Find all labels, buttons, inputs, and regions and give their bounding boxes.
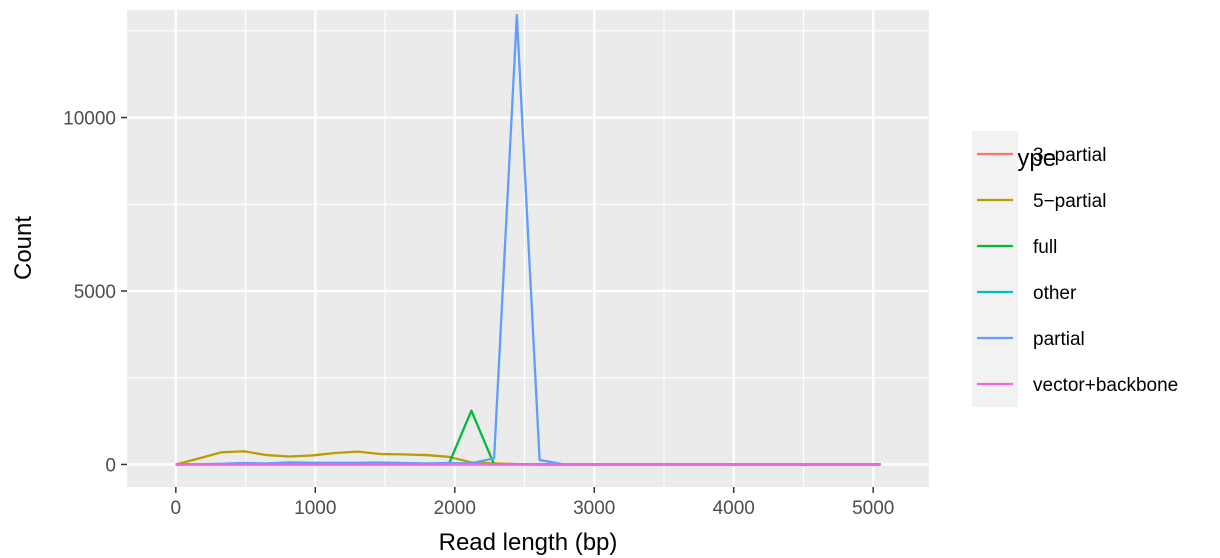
legend-label-partial: partial xyxy=(1033,329,1085,350)
x-tick-label: 4000 xyxy=(713,498,755,519)
legend-keys: 3−partial 5−partial full other partial vector… xyxy=(972,131,1178,407)
y-axis-title: Count xyxy=(10,216,37,280)
x-tick-label: 3000 xyxy=(573,498,615,519)
x-axis-title: Read length (bp) xyxy=(439,529,618,556)
legend-label-5-partial: 5−partial xyxy=(1033,191,1106,212)
series-layer xyxy=(175,14,881,466)
y-tick-label: 0 xyxy=(105,455,116,476)
x-axis: 0 1000 2000 3000 4000 5000 xyxy=(171,487,894,519)
minor-gridlines xyxy=(127,10,929,487)
x-tick-label: 0 xyxy=(171,498,182,519)
legend-label-other: other xyxy=(1033,283,1077,304)
x-tick-label: 1000 xyxy=(294,498,336,519)
y-axis: 0 5000 10000 xyxy=(63,109,127,476)
legend-label-3-partial: 3−partial xyxy=(1033,145,1106,166)
x-tick-label: 2000 xyxy=(434,498,476,519)
legend-label-full: full xyxy=(1033,237,1057,258)
x-tick-label: 5000 xyxy=(852,498,894,519)
y-tick-label: 10000 xyxy=(63,109,116,130)
y-tick-label: 5000 xyxy=(74,282,116,303)
legend: subtype 3−partial5−partialfullotherparti… xyxy=(972,131,1178,407)
legend-label-vector-backbone: vector+backbone xyxy=(1033,375,1178,396)
